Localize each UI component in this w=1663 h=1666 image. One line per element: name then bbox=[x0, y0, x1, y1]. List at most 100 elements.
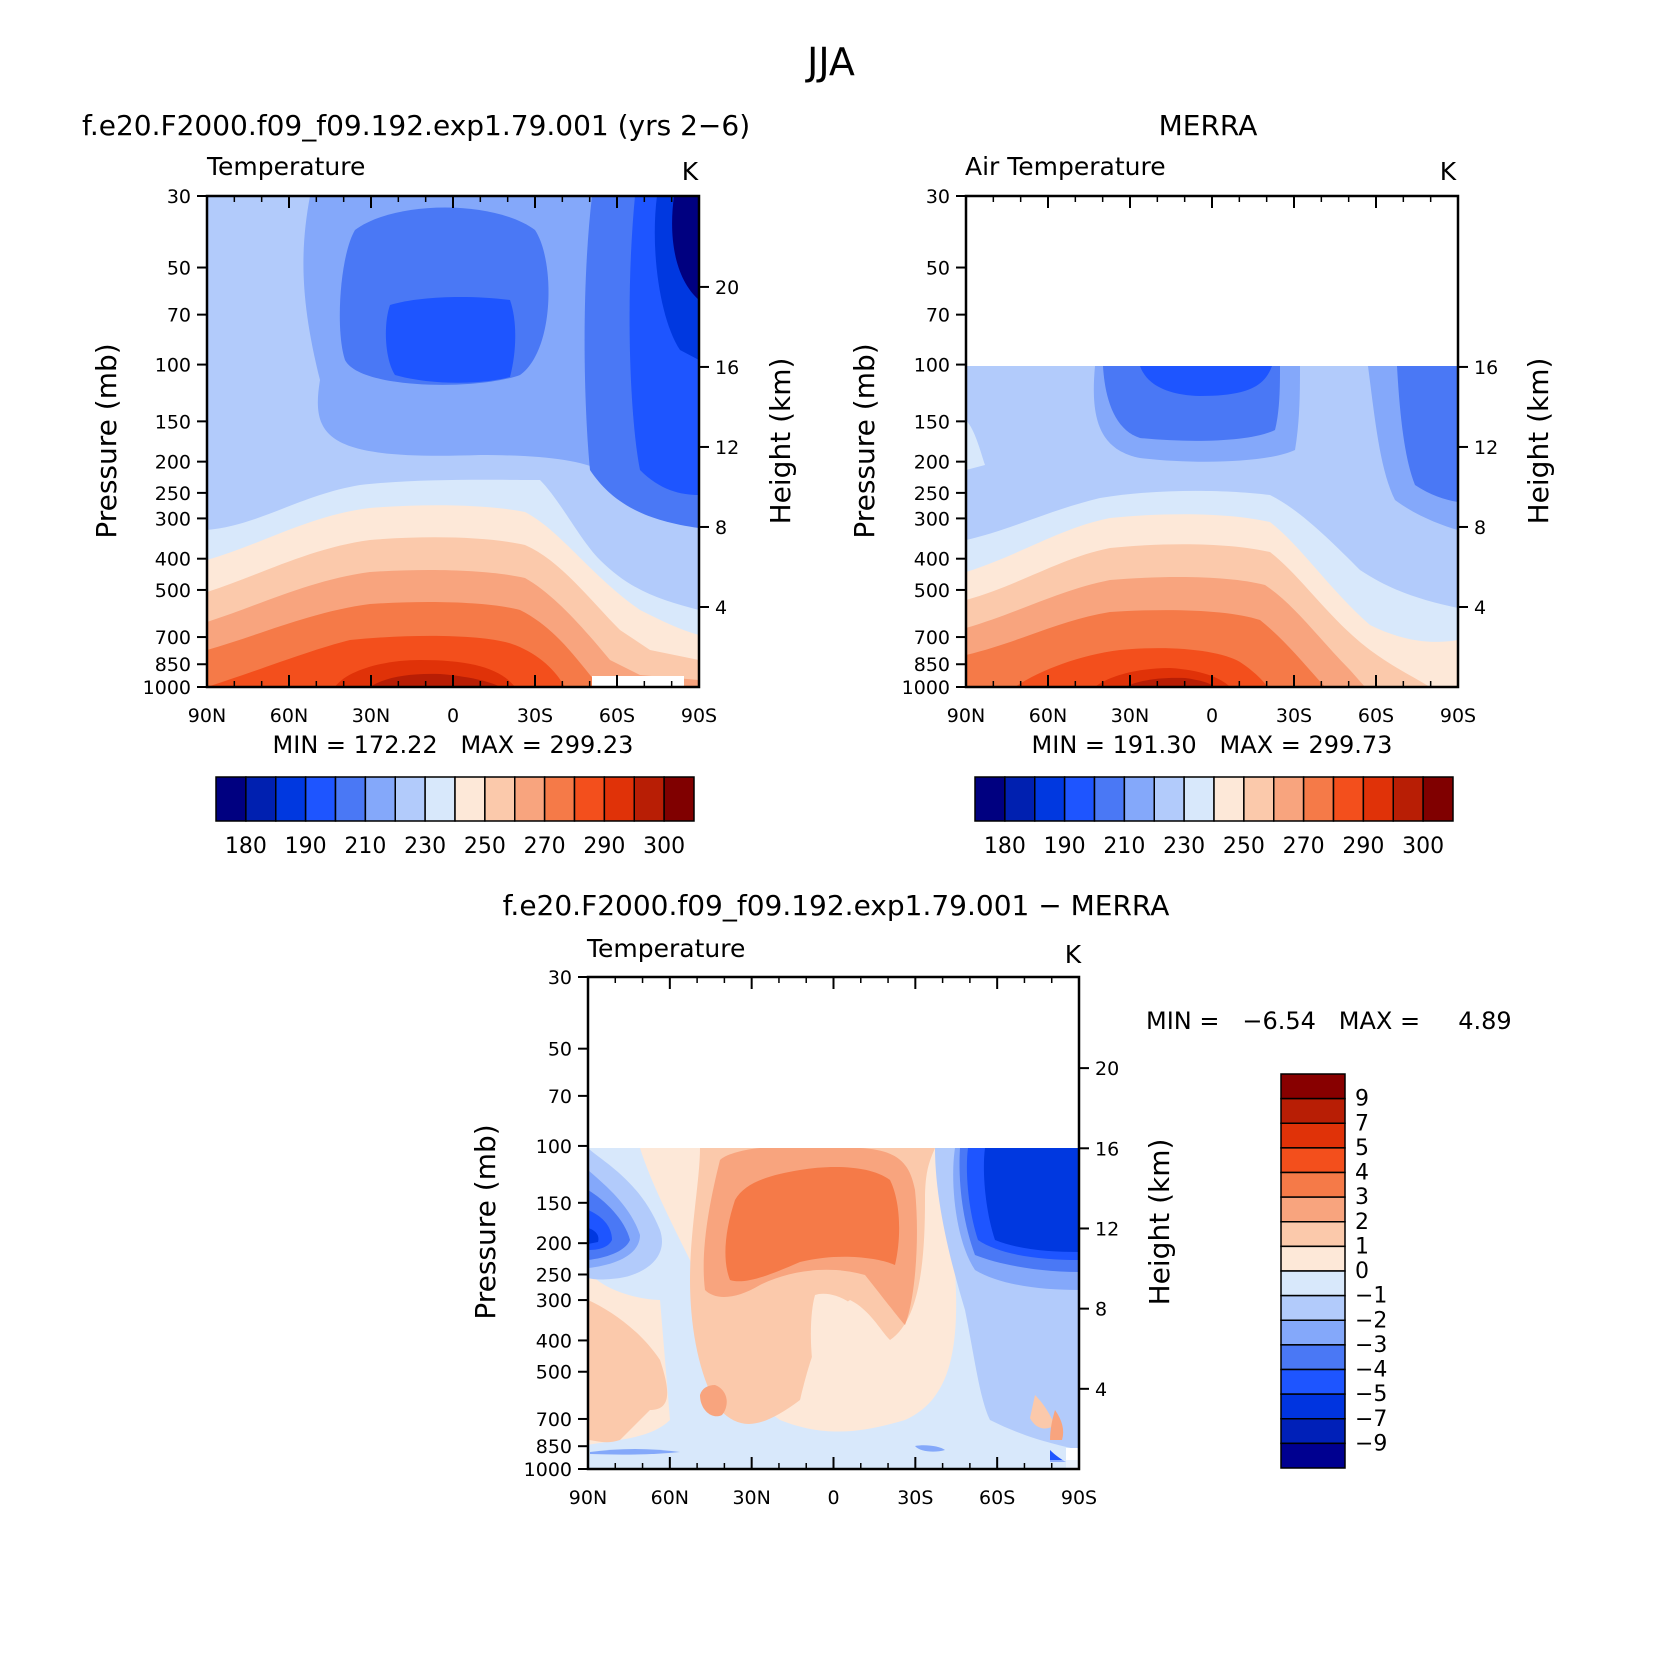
colorbar-swatch bbox=[1422, 776, 1454, 822]
pressure-tick-label: 500 bbox=[536, 1362, 572, 1384]
model-units: K bbox=[682, 157, 699, 186]
colorbar-swatch bbox=[1153, 776, 1185, 822]
height-tick-label: 4 bbox=[1474, 597, 1486, 619]
model-panel-title: f.e20.F2000.f09_f09.192.exp1.79.001 (yrs… bbox=[82, 109, 750, 142]
colorbar-label: −4 bbox=[1355, 1358, 1387, 1383]
pressure-tick-label: 50 bbox=[548, 1039, 572, 1061]
colorbar-label: −7 bbox=[1355, 1407, 1387, 1432]
colorbar-swatch bbox=[573, 776, 606, 822]
diff-stats: MIN = −6.54 MAX = 4.89 bbox=[1146, 1007, 1512, 1035]
height-tick-label: 20 bbox=[1095, 1058, 1119, 1080]
colorbar-label: 7 bbox=[1355, 1111, 1369, 1136]
pressure-tick-label: 250 bbox=[155, 483, 191, 505]
height-tick-label: 4 bbox=[1095, 1379, 1107, 1401]
colorbar-label: 3 bbox=[1355, 1185, 1369, 1210]
colorbar-label: 190 bbox=[285, 834, 327, 859]
colorbar-swatch bbox=[1280, 1097, 1346, 1124]
colorbar-label: 290 bbox=[1342, 834, 1384, 859]
pressure-tick-label: 200 bbox=[155, 452, 191, 474]
colorbar-swatch bbox=[1280, 1073, 1346, 1100]
model-ylabel: Pressure (mb) bbox=[90, 343, 123, 538]
colorbar-swatch bbox=[334, 776, 367, 822]
obs-subtitle: Air Temperature bbox=[965, 152, 1166, 181]
pressure-tick-label: 250 bbox=[536, 1264, 572, 1286]
colorbar-label: 270 bbox=[524, 834, 566, 859]
pressure-tick-label: 70 bbox=[167, 305, 191, 327]
colorbar-label: −3 bbox=[1355, 1333, 1387, 1358]
colorbar-swatch bbox=[1362, 776, 1394, 822]
pressure-tick-label: 70 bbox=[548, 1086, 572, 1108]
height-tick-label: 12 bbox=[1095, 1218, 1119, 1240]
colorbar-swatch bbox=[215, 776, 247, 822]
colorbar-swatch bbox=[1280, 1368, 1346, 1395]
colorbar-label: 210 bbox=[1103, 834, 1145, 859]
latitude-tick-label: 90N bbox=[569, 1487, 607, 1509]
figure-title: JJA bbox=[805, 40, 855, 84]
height-tick-label: 12 bbox=[1474, 437, 1498, 459]
colorbar-swatch bbox=[1280, 1418, 1346, 1445]
colorbar-swatch bbox=[1280, 1319, 1346, 1346]
colorbar-swatch bbox=[394, 776, 426, 822]
diff-y2label: Height (km) bbox=[1143, 1139, 1176, 1306]
pressure-tick-label: 50 bbox=[167, 258, 191, 280]
colorbar-swatch bbox=[1280, 1393, 1346, 1420]
colorbar-swatch bbox=[1063, 776, 1096, 822]
diff-subtitle: Temperature bbox=[586, 934, 745, 963]
pressure-tick-label: 500 bbox=[155, 580, 191, 602]
colorbar-swatch bbox=[603, 776, 635, 822]
height-tick-label: 16 bbox=[715, 357, 739, 379]
pressure-tick-label: 30 bbox=[548, 967, 572, 989]
pressure-tick-label: 300 bbox=[914, 508, 950, 530]
obs-units: K bbox=[1440, 157, 1457, 186]
colorbar-swatch bbox=[1280, 1442, 1346, 1469]
model-panel: Temperature K 30507010015020025030040050… bbox=[90, 152, 797, 859]
colorbar-swatch bbox=[1280, 1171, 1346, 1198]
model-axes: 3050701001502002503004005007008501000481… bbox=[143, 186, 740, 727]
colorbar-swatch bbox=[275, 776, 307, 822]
model-subtitle: Temperature bbox=[206, 152, 365, 181]
height-tick-label: 20 bbox=[715, 277, 739, 299]
pressure-tick-label: 30 bbox=[167, 186, 191, 208]
colorbar-label: 180 bbox=[225, 834, 267, 859]
colorbar-swatch bbox=[543, 776, 576, 822]
latitude-tick-label: 90N bbox=[188, 705, 226, 727]
colorbar-swatch bbox=[424, 776, 456, 822]
colorbar-label: −9 bbox=[1355, 1431, 1387, 1456]
colorbar-swatch bbox=[245, 776, 277, 822]
colorbar-swatch bbox=[304, 776, 337, 822]
obs-panel-title: MERRA bbox=[1159, 109, 1258, 142]
colorbar-swatch bbox=[974, 776, 1006, 822]
pressure-tick-label: 50 bbox=[926, 258, 950, 280]
colorbar-label: −5 bbox=[1355, 1382, 1387, 1407]
colorbar-swatch bbox=[364, 776, 396, 822]
pressure-tick-label: 200 bbox=[536, 1233, 572, 1255]
pressure-tick-label: 500 bbox=[914, 580, 950, 602]
pressure-tick-label: 700 bbox=[536, 1409, 572, 1431]
latitude-tick-label: 60N bbox=[1029, 705, 1067, 727]
latitude-tick-label: 90S bbox=[1061, 1487, 1097, 1509]
model-plot-area bbox=[207, 196, 699, 687]
obs-colorbar: 180 190 210 230 250 270 290 300 bbox=[974, 776, 1454, 859]
height-tick-label: 16 bbox=[1474, 357, 1498, 379]
colorbar-swatch bbox=[1183, 776, 1215, 822]
pressure-tick-label: 200 bbox=[914, 452, 950, 474]
colorbar-swatch bbox=[514, 776, 546, 822]
colorbar-label: 250 bbox=[464, 834, 506, 859]
pressure-tick-label: 400 bbox=[155, 549, 191, 571]
pressure-tick-label: 150 bbox=[155, 411, 191, 433]
pressure-tick-label: 1000 bbox=[902, 677, 950, 699]
latitude-tick-label: 30N bbox=[732, 1487, 770, 1509]
pressure-tick-label: 150 bbox=[536, 1193, 572, 1215]
height-tick-label: 4 bbox=[715, 597, 727, 619]
colorbar-swatch bbox=[1273, 776, 1305, 822]
pressure-tick-label: 850 bbox=[914, 654, 950, 676]
colorbar-swatch bbox=[1332, 776, 1365, 822]
latitude-tick-label: 30N bbox=[1111, 705, 1149, 727]
colorbar-label: −1 bbox=[1355, 1284, 1387, 1309]
latitude-tick-label: 60S bbox=[1358, 705, 1394, 727]
colorbar-label: 190 bbox=[1044, 834, 1086, 859]
colorbar-label: 230 bbox=[404, 834, 446, 859]
colorbar-label: 9 bbox=[1355, 1087, 1369, 1112]
pressure-tick-label: 850 bbox=[155, 654, 191, 676]
